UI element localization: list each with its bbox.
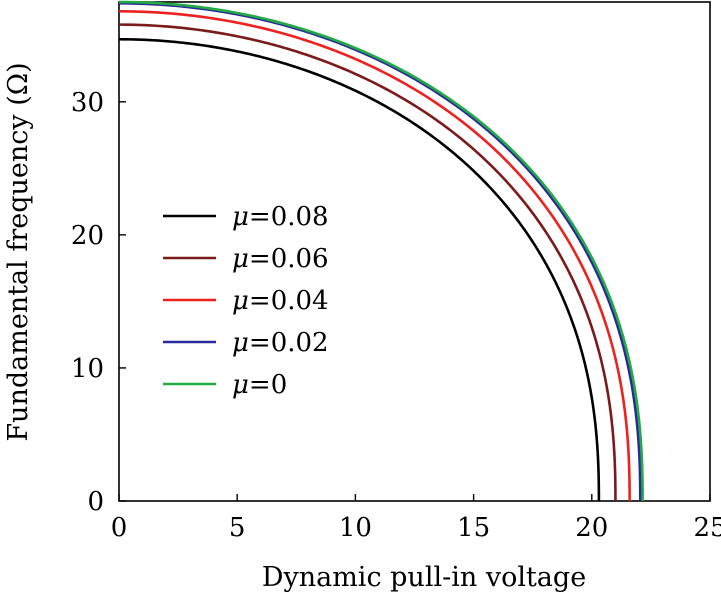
y-ticks: 0 10 20 30 <box>71 88 126 517</box>
x-tick-label: 0 <box>111 513 128 543</box>
y-tick-label: 20 <box>71 221 104 251</box>
legend-mu-symbol: μ <box>232 202 249 232</box>
legend-mu-symbol: μ <box>232 286 249 316</box>
legend-value: =0.02 <box>249 328 329 358</box>
series-line-2 <box>118 23 617 502</box>
plot-frame <box>118 1 711 502</box>
legend-label-4: μ=0.02 <box>232 328 329 358</box>
y-tick-label: 10 <box>71 354 104 384</box>
legend-value: =0.04 <box>249 286 329 316</box>
x-axis-title: Dynamic pull-in voltage <box>262 562 586 593</box>
curves-group <box>118 0 644 502</box>
x-tick-label: 20 <box>575 513 608 543</box>
legend-value: =0.08 <box>249 202 329 232</box>
y-tick-label: 30 <box>71 88 104 118</box>
x-tick-label: 15 <box>457 513 490 543</box>
x-ticks: 0 5 10 15 20 25 <box>111 494 721 543</box>
series-line-1 <box>118 37 601 502</box>
legend-label-2: μ=0.06 <box>232 244 329 274</box>
legend-mu-symbol: μ <box>232 328 249 358</box>
y-axis-title: Fundamental frequency (Ω) <box>3 62 34 441</box>
x-tick-label: 5 <box>229 513 246 543</box>
series-line-3 <box>118 10 631 502</box>
legend-label-5: μ=0 <box>232 370 287 400</box>
legend-value: =0.06 <box>249 244 329 274</box>
series-line-4 <box>118 2 642 502</box>
legend-label-3: μ=0.04 <box>232 286 329 316</box>
legend-label-1: μ=0.08 <box>232 202 329 232</box>
legend-mu-symbol: μ <box>232 244 249 274</box>
legend-mu-symbol: μ <box>232 370 249 400</box>
legend: μ=0.08μ=0.06μ=0.04μ=0.02μ=0 <box>163 202 329 400</box>
series-line-5 <box>118 0 644 502</box>
x-tick-label: 25 <box>693 513 721 543</box>
y-tick-label: 0 <box>87 487 104 517</box>
x-tick-label: 10 <box>339 513 372 543</box>
legend-value: =0 <box>249 370 287 400</box>
